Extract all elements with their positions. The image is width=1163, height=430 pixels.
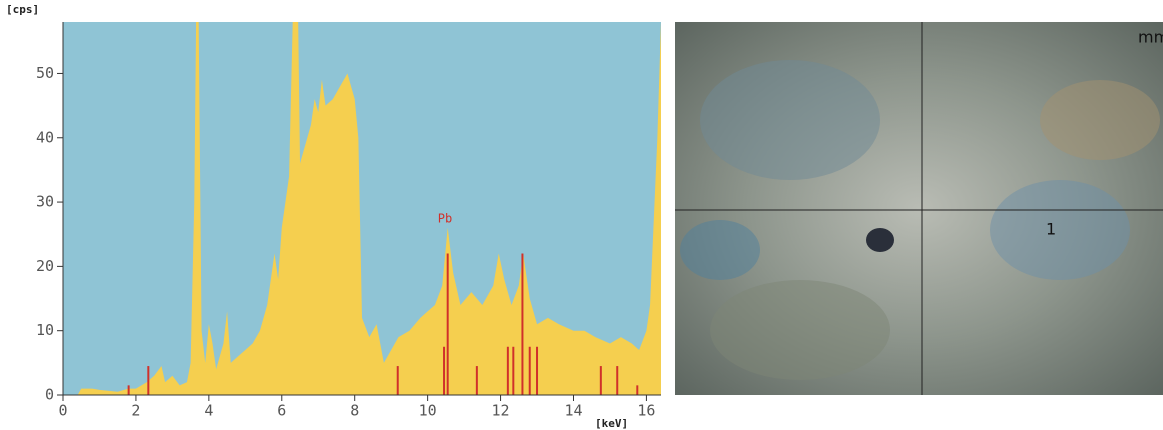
x-tick-label: 12 xyxy=(492,402,510,420)
y-tick-label: 30 xyxy=(36,193,54,211)
y-tick-label: 20 xyxy=(36,257,54,275)
y-tick-label: 40 xyxy=(36,128,54,146)
x-tick-label: 0 xyxy=(58,402,67,420)
annotation: Pb xyxy=(438,212,452,226)
x-tick-label: 14 xyxy=(564,402,582,420)
x-tick-label: 16 xyxy=(637,402,655,420)
x-axis-label: [keV] xyxy=(595,417,628,430)
scale-unit: mm xyxy=(1138,28,1163,47)
y-tick-label: 0 xyxy=(45,386,54,404)
marker-label: 1 xyxy=(1046,220,1056,239)
y-axis-label: [cps] xyxy=(6,3,39,16)
x-tick-label: 2 xyxy=(131,402,140,420)
photo: mm 1 xyxy=(675,22,1163,395)
x-tick-label: 4 xyxy=(204,402,213,420)
x-tick-label: 6 xyxy=(277,402,286,420)
y-tick-label: 50 xyxy=(36,64,54,82)
x-tick-label: 8 xyxy=(350,402,359,420)
x-tick-label: 10 xyxy=(419,402,437,420)
y-tick-label: 10 xyxy=(36,321,54,339)
screen: [cps] [keV] mm 1 Pb 0 10 20 30 40 50 0 2 4 6 8 10 12 1… xyxy=(0,0,1163,430)
